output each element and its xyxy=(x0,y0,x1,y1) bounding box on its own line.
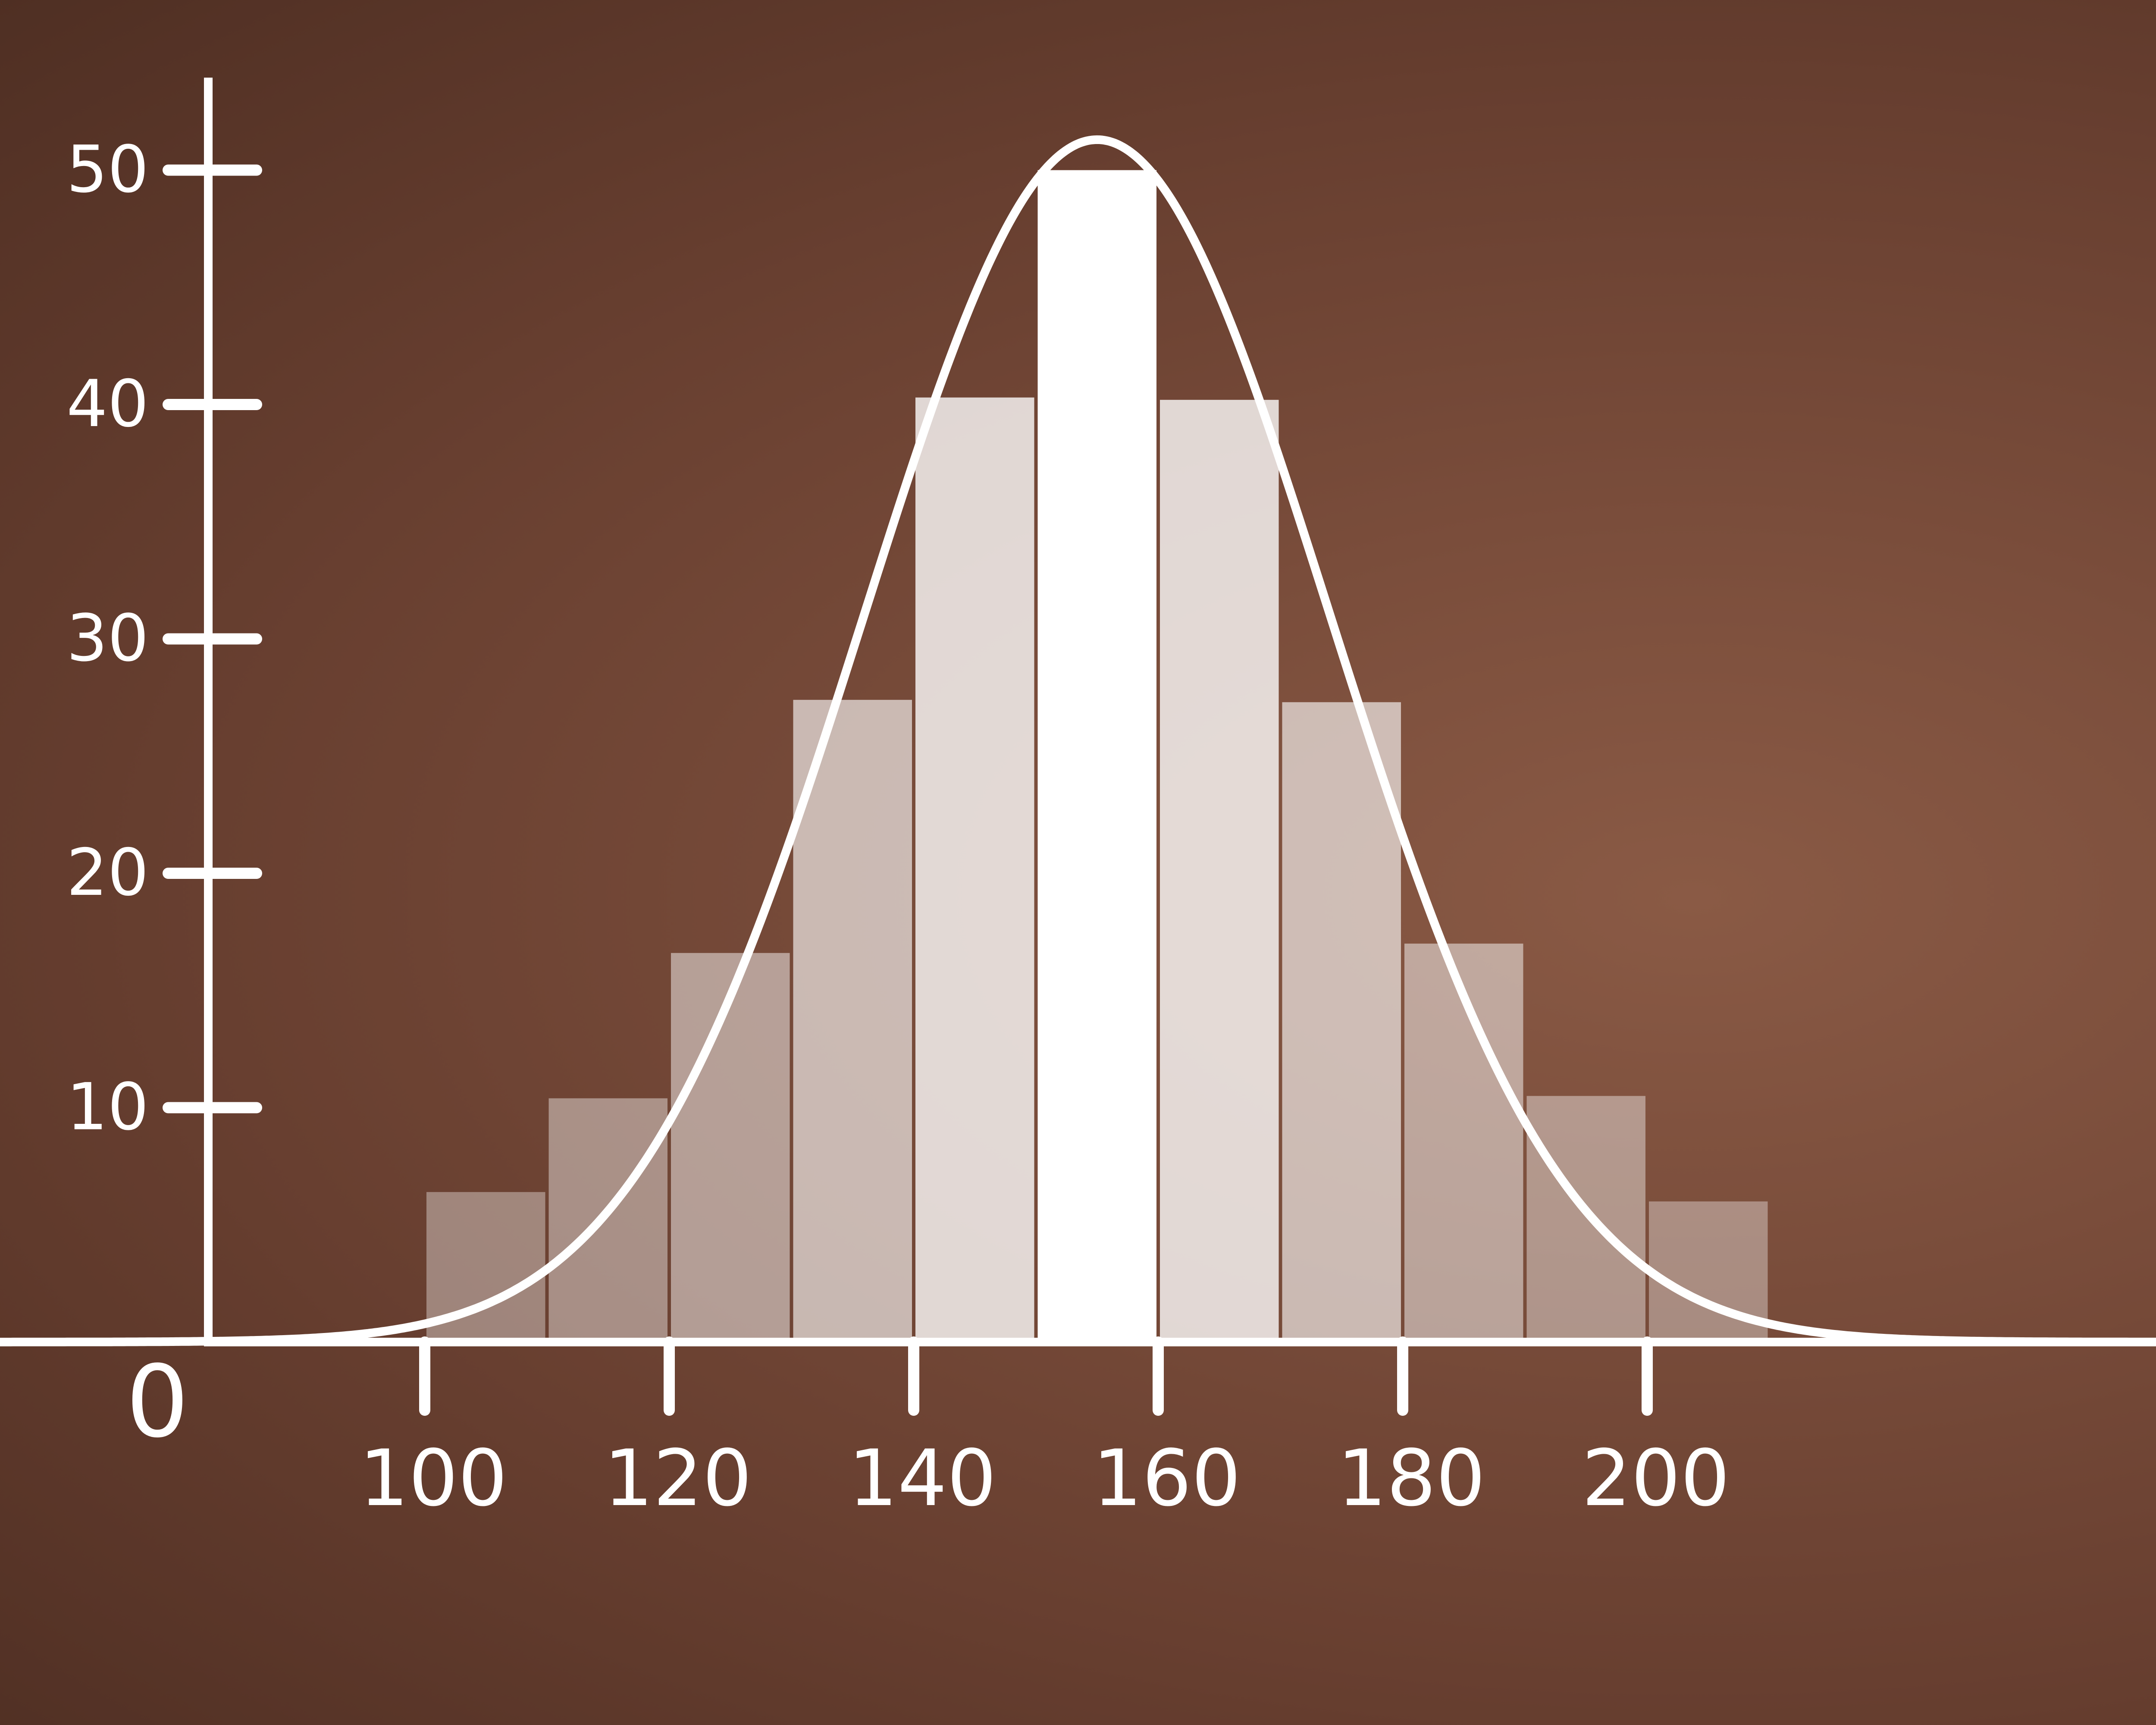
x-tick-label-160: 160 xyxy=(1093,1433,1241,1524)
histogram-bar-170-180 xyxy=(1282,702,1401,1342)
x-tick-label-100: 100 xyxy=(359,1433,508,1524)
x-tick-label-120: 120 xyxy=(604,1433,752,1524)
histogram-bar-120-130 xyxy=(671,953,790,1342)
histogram-bar-150-160 xyxy=(1037,170,1156,1342)
y-tick-label-50: 50 xyxy=(66,132,149,207)
histogram-bar-130-140 xyxy=(793,699,912,1342)
y-tick-label-20: 20 xyxy=(66,835,149,910)
histogram-bar-190-200 xyxy=(1526,1096,1645,1342)
y-tick-label-10: 10 xyxy=(66,1070,149,1145)
histogram-bar-110-120 xyxy=(548,1098,667,1342)
y-tick-label-40: 40 xyxy=(66,367,149,442)
y-tick-label-30: 30 xyxy=(66,601,149,676)
origin-label: 0 xyxy=(126,1345,189,1460)
x-tick-label-200: 200 xyxy=(1582,1433,1730,1524)
histogram-bar-160-170 xyxy=(1160,400,1279,1342)
histogram-bar-140-150 xyxy=(915,397,1034,1342)
histogram-bar-180-190 xyxy=(1404,944,1523,1342)
x-tick-label-140: 140 xyxy=(848,1433,997,1524)
x-tick-label-180: 180 xyxy=(1337,1433,1485,1524)
normal-distribution-curve xyxy=(0,135,2156,1346)
